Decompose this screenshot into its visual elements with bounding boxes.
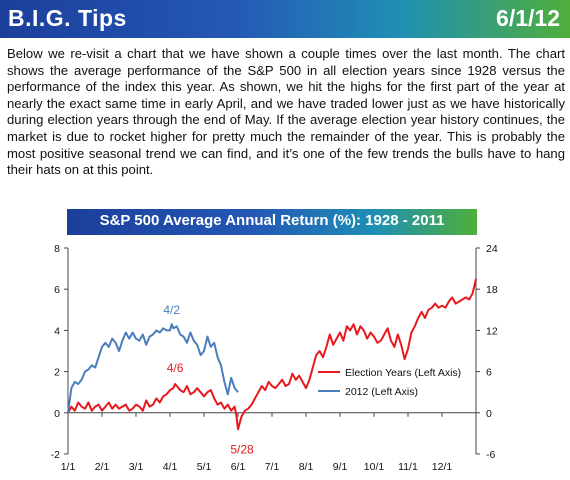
- chart-title: S&P 500 Average Annual Return (%): 1928 …: [99, 212, 445, 229]
- left-tick-label: 2: [54, 367, 60, 379]
- left-tick-label: 6: [54, 284, 60, 296]
- left-tick-label: 4: [54, 325, 60, 337]
- year-2012-line: [67, 323, 239, 413]
- right-tick-label: 6: [486, 367, 492, 379]
- x-tick-label: 4/1: [163, 461, 178, 473]
- left-tick-label: 0: [54, 408, 60, 420]
- x-tick-label: 12/1: [432, 461, 453, 473]
- x-tick-label: 2/1: [95, 461, 110, 473]
- header-date: 6/1/12: [496, 5, 560, 31]
- annotation-label: 4/6: [167, 361, 184, 375]
- x-tick-label: 6/1: [231, 461, 246, 473]
- x-tick-label: 9/1: [333, 461, 348, 473]
- right-tick-label: 12: [486, 325, 498, 337]
- x-tick-label: 1/1: [61, 461, 76, 473]
- right-tick-label: -6: [486, 449, 495, 461]
- left-tick-label: 8: [54, 243, 60, 255]
- x-tick-label: 8/1: [299, 461, 314, 473]
- chart-container: S&P 500 Average Annual Return (%): 1928 …: [0, 206, 570, 480]
- header-title: B.I.G. Tips: [8, 5, 127, 31]
- x-tick-label: 7/1: [265, 461, 280, 473]
- annotation-label: 4/2: [163, 303, 180, 317]
- x-tick-label: 3/1: [129, 461, 144, 473]
- body-paragraph: Below we re-visit a chart that we have s…: [7, 46, 565, 178]
- right-tick-label: 24: [486, 243, 498, 255]
- right-tick-label: 18: [486, 284, 498, 296]
- x-tick-label: 10/1: [364, 461, 385, 473]
- left-tick-label: -2: [51, 449, 60, 461]
- legend-label: 2012 (Left Axis): [345, 386, 418, 398]
- annotation-label: 5/28: [230, 442, 254, 456]
- legend-label: Election Years (Left Axis): [345, 367, 461, 379]
- x-tick-label: 5/1: [197, 461, 212, 473]
- x-tick-label: 11/1: [398, 461, 418, 473]
- chart-title-bar: S&P 500 Average Annual Return (%): 1928 …: [67, 209, 477, 235]
- right-tick-label: 0: [486, 408, 492, 420]
- election-years-line: [67, 278, 477, 431]
- header-banner: B.I.G. Tips 6/1/12: [0, 0, 570, 38]
